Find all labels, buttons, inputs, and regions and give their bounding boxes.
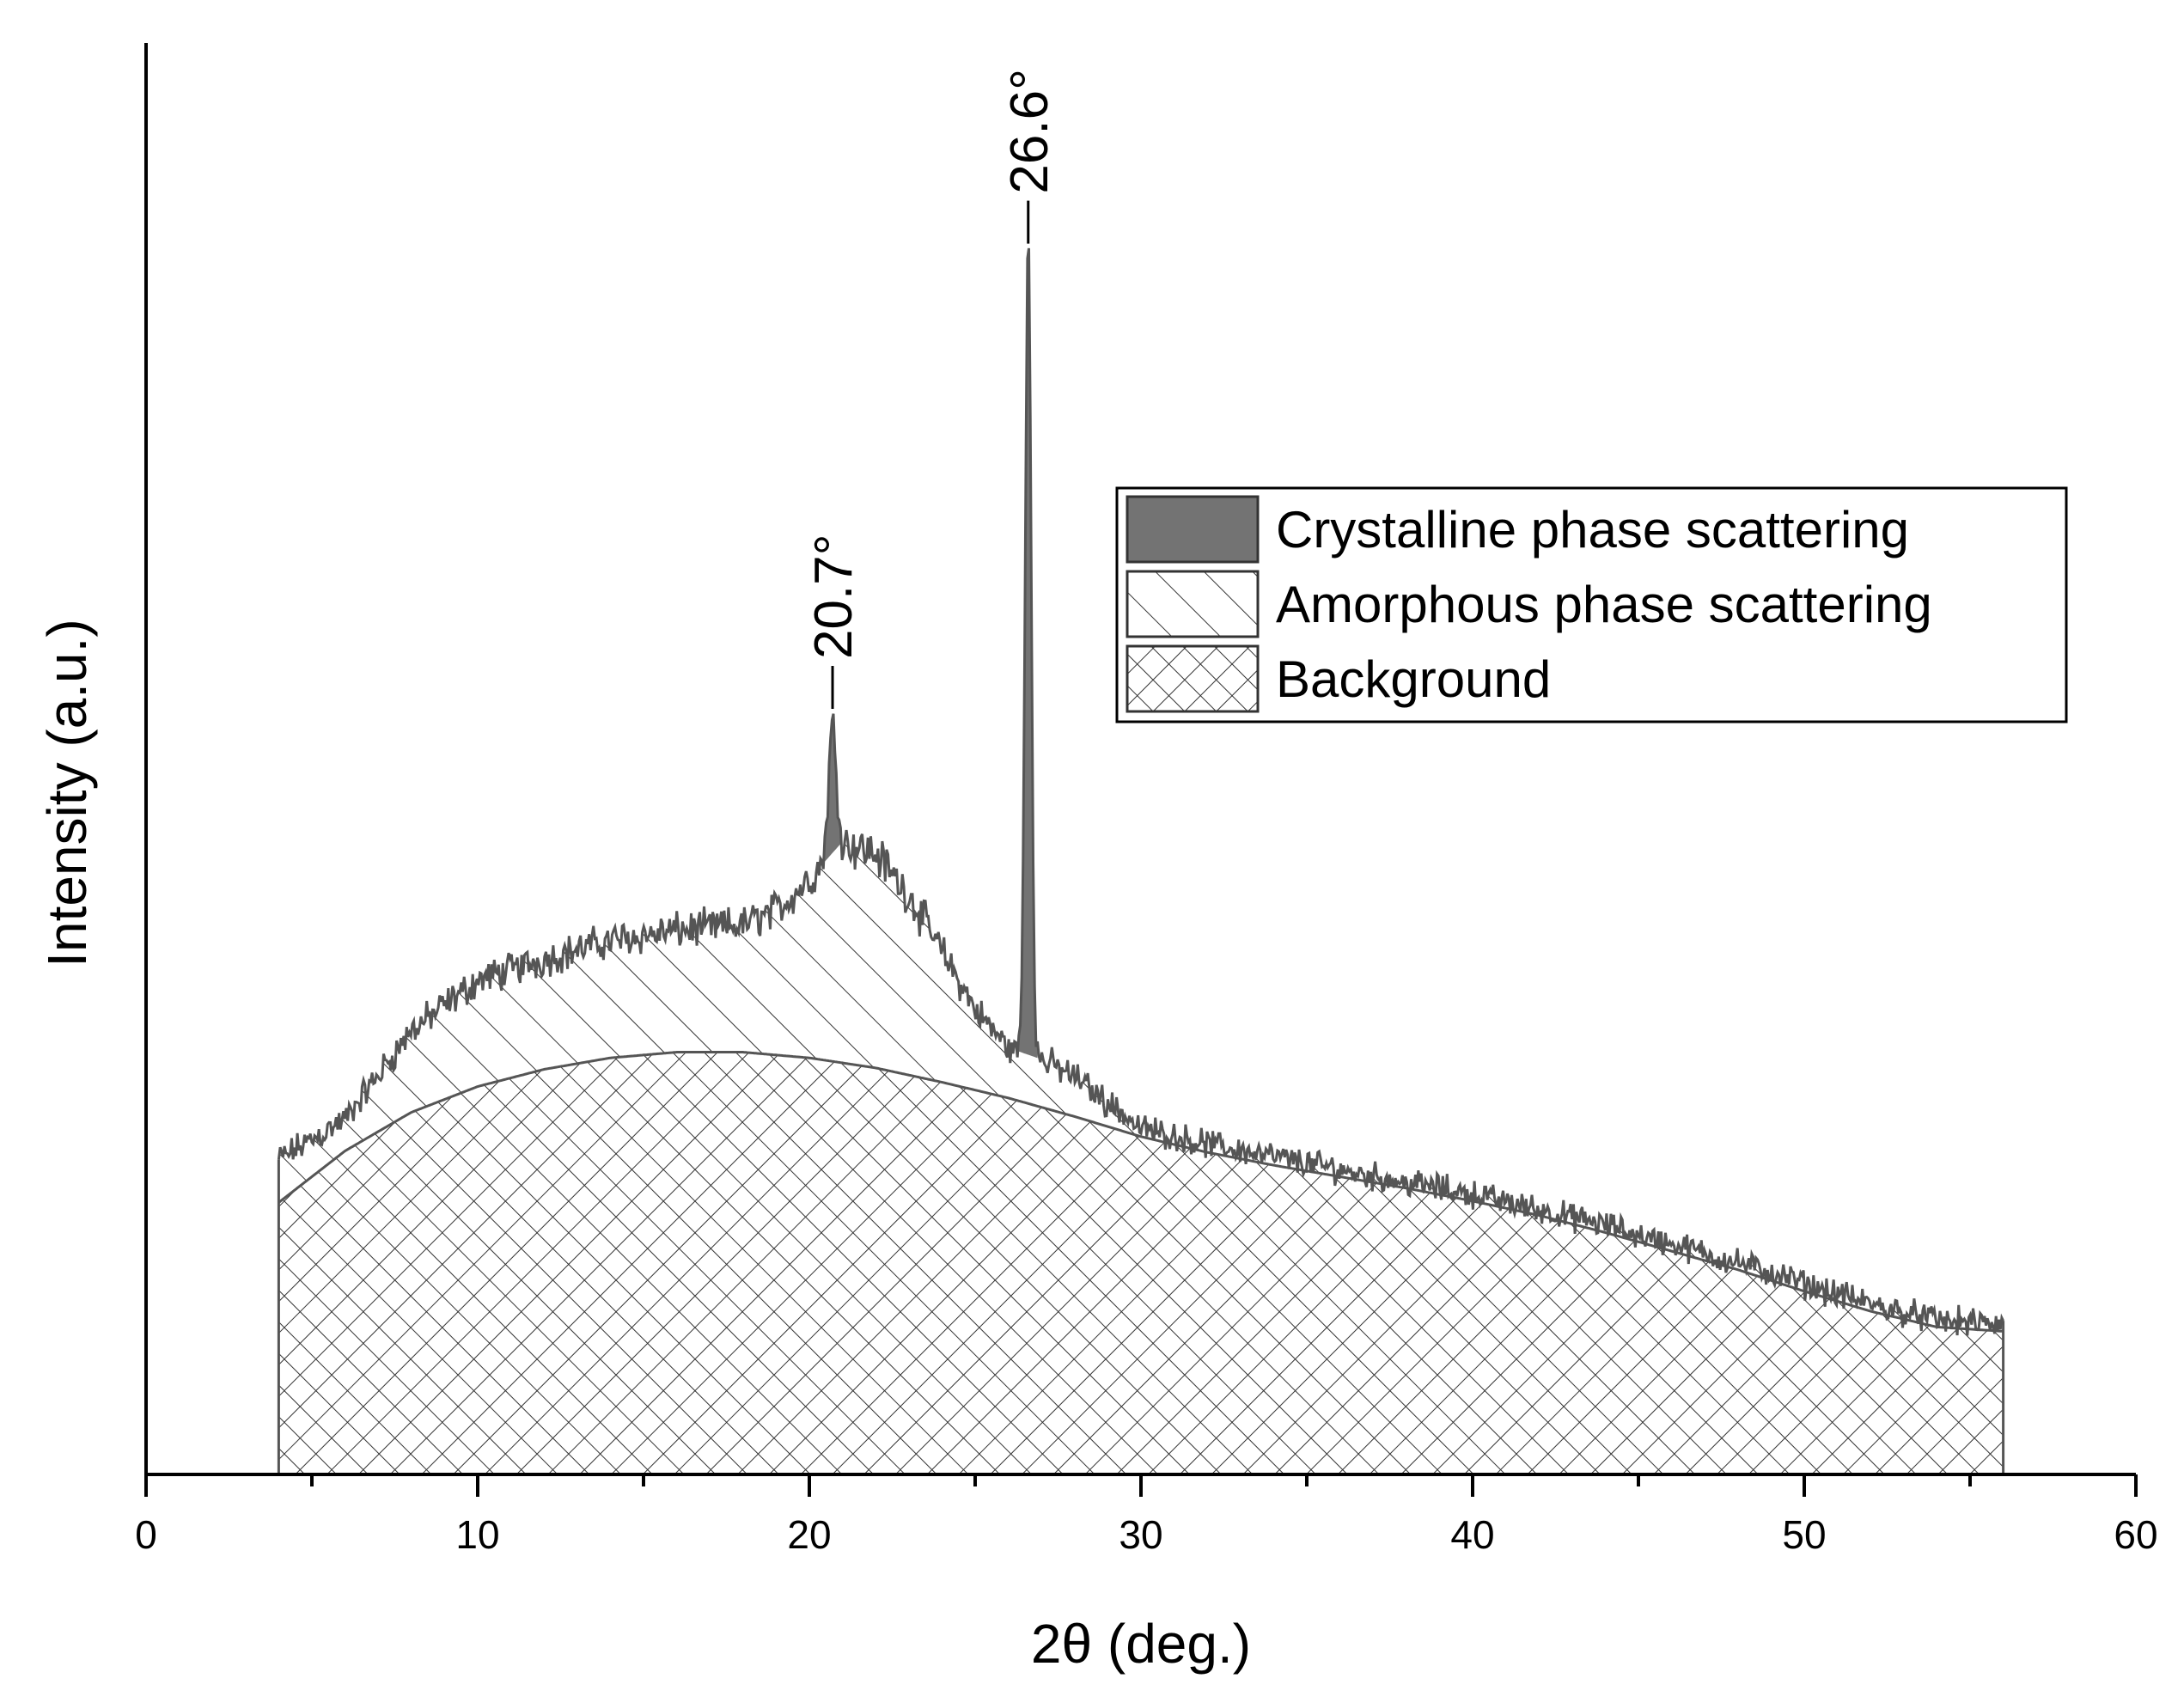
x-tick-label: 50 bbox=[1782, 1512, 1826, 1557]
x-tick-label: 20 bbox=[787, 1512, 831, 1557]
peak-label: 20.7° bbox=[804, 534, 863, 659]
legend-label: Crystalline phase scattering bbox=[1276, 501, 1909, 559]
legend-swatch bbox=[1126, 495, 1260, 564]
peak-annotations: 20.7° 26.6° bbox=[804, 69, 1059, 710]
peak-label: 26.6° bbox=[1000, 69, 1059, 193]
plot-area bbox=[277, 247, 2005, 1474]
amorphous-area bbox=[278, 835, 2004, 1332]
x-tick-label: 30 bbox=[1119, 1512, 1162, 1557]
background-area bbox=[278, 1052, 2004, 1474]
intensity-series-line bbox=[277, 247, 2004, 1336]
legend-label: Background bbox=[1276, 650, 1551, 708]
legend-swatch bbox=[1126, 644, 1260, 713]
legend-box bbox=[1115, 486, 2068, 723]
legend-label: Amorphous phase scattering bbox=[1276, 576, 1932, 633]
axes: 0 10 20 30 40 50 60 bbox=[135, 43, 2158, 1557]
x-tick-label: 60 bbox=[2114, 1512, 2157, 1557]
legend-swatch bbox=[1126, 570, 1260, 638]
x-tick-label: 0 bbox=[135, 1512, 157, 1557]
x-ticks: 0 10 20 30 40 50 60 bbox=[135, 1474, 2158, 1557]
x-tick-label: 40 bbox=[1450, 1512, 1494, 1557]
y-axis-title: Intensity (a.u.) bbox=[36, 619, 98, 967]
x-tick-label: 10 bbox=[455, 1512, 499, 1557]
x-axis-title: 2θ (deg.) bbox=[1031, 1613, 1251, 1675]
legend: Crystalline phase scattering Amorphous ph… bbox=[1115, 486, 2068, 723]
